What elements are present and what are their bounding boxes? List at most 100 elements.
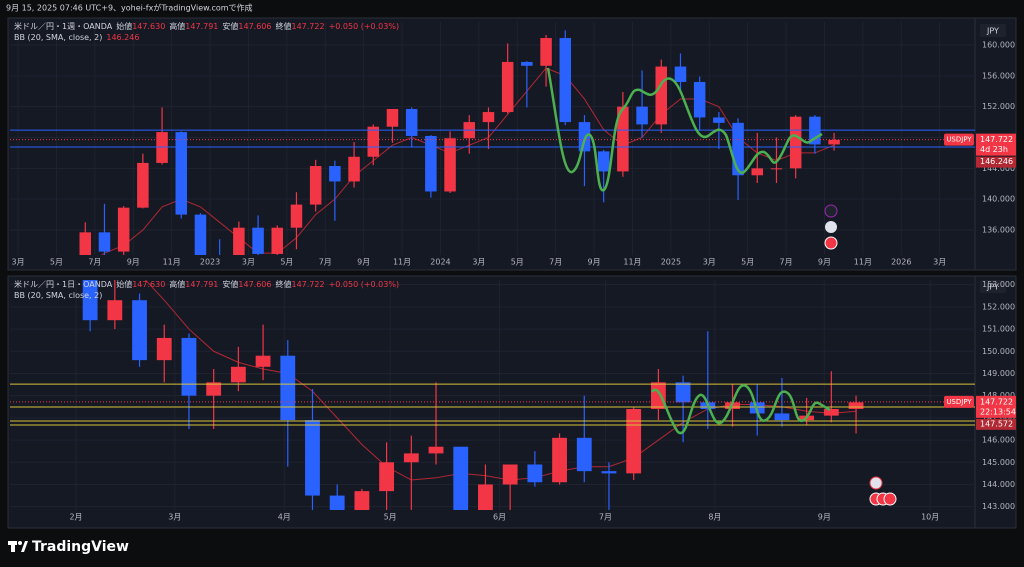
ohlc-value: 147.606: [238, 22, 271, 31]
symbol: 米ドル／円・1週・OANDA: [14, 21, 113, 31]
y-tick-label: 160.000: [982, 40, 1015, 49]
candle-body: [290, 204, 303, 228]
candle-body: [98, 232, 111, 252]
candle-body: [655, 66, 668, 125]
indicator-tag: 147.572: [980, 419, 1013, 428]
candle-body: [444, 138, 456, 192]
y-tick-label: 144.000: [982, 164, 1015, 173]
symbol-tag: USDJPY: [946, 398, 972, 406]
candle-body: [650, 382, 666, 409]
candle-body: [502, 464, 518, 485]
x-tick-label: 2025: [661, 258, 681, 267]
candle-body: [478, 484, 493, 510]
x-tick-label: 5月: [50, 258, 63, 267]
candle-body: [79, 232, 92, 255]
x-tick-label: 2月: [69, 513, 82, 522]
candle-body: [206, 382, 222, 396]
event-icon[interactable]: [869, 476, 883, 490]
x-tick-label: 9月: [588, 258, 601, 267]
symbol-tag-bg: [944, 133, 974, 146]
change: +0.050 (+0.03%): [329, 280, 400, 289]
x-tick-label: 5月: [511, 258, 524, 267]
ohlc-name: 高値: [169, 279, 185, 289]
candle-body: [329, 495, 345, 510]
y-tick-label: 149.000: [982, 369, 1015, 378]
y-tick-label: 156.000: [982, 71, 1015, 80]
event-icon[interactable]: [883, 492, 897, 506]
y-tick-label: 153.000: [982, 280, 1015, 289]
y-tick-label: 152.000: [982, 102, 1015, 111]
x-tick-label: 5月: [741, 258, 754, 267]
svg-text:JPY: JPY: [986, 283, 999, 292]
ohlc-value: 147.606: [238, 280, 271, 289]
x-tick-label: 3月: [933, 258, 946, 267]
x-tick-label: 3月: [472, 258, 485, 267]
x-tick-label: 11月: [393, 258, 411, 267]
x-tick-label: 7月: [88, 258, 101, 267]
candle-body: [601, 471, 617, 474]
x-tick-label: 7月: [549, 258, 562, 267]
x-tick-label: 10月: [921, 513, 939, 522]
x-tick-label: 11月: [854, 258, 872, 267]
candle-body: [693, 81, 706, 118]
legend: BB (20, SMA, close, 2) 146.246: [14, 33, 139, 42]
candle-body: [309, 166, 322, 205]
y-tick-label: 152.000: [982, 302, 1015, 311]
ohlc-value: 147.722: [291, 280, 324, 289]
currency-badge: [980, 280, 1006, 293]
ohlc-name: 始値: [116, 21, 132, 31]
candle-body: [305, 420, 320, 496]
drawing: [546, 67, 823, 192]
candle-body: [823, 408, 839, 416]
candle-body: [521, 61, 533, 66]
candle-body: [774, 413, 790, 421]
plot: [10, 22, 975, 255]
candle-body: [132, 300, 147, 361]
x-tick-label: 3月: [703, 258, 716, 267]
candle-body: [175, 132, 188, 215]
candle-body: [789, 116, 802, 169]
candle-body: [230, 366, 246, 383]
x-tick-label: 7月: [599, 513, 612, 522]
x-tick-label: 2023: [200, 258, 220, 267]
x-tick-label: 3月: [12, 258, 25, 267]
caption: 9月 15, 2025 07:46 UTC+9、yohei-fxがTrading…: [6, 3, 253, 13]
ohlc-name: 安値: [222, 279, 238, 289]
event-icon[interactable]: [824, 204, 838, 218]
candle-body: [329, 166, 341, 182]
candle-body: [501, 61, 514, 113]
candle-body: [82, 280, 98, 321]
candle-body: [576, 437, 592, 472]
candle-body: [552, 437, 567, 483]
candle-body: [271, 227, 284, 254]
event-icon[interactable]: [825, 221, 837, 233]
candle-body: [280, 355, 296, 421]
indicator: BB (20, SMA, close, 2): [14, 33, 102, 42]
candle-body: [156, 337, 172, 361]
indicator-value: 146.246: [106, 33, 139, 42]
candle-body: [527, 464, 543, 483]
candle-body: [403, 453, 419, 463]
x-tick-label: 2024: [430, 258, 450, 267]
candle-body: [636, 106, 648, 125]
ohlc-name: 始値: [116, 279, 132, 289]
indicator: BB (20, SMA, close, 2): [14, 291, 102, 300]
price-tag: 147.722: [980, 397, 1013, 406]
change: +0.050 (+0.03%): [329, 22, 400, 31]
candle-body: [405, 108, 418, 136]
event-icon[interactable]: [824, 236, 838, 250]
ohlc-name: 終値: [275, 21, 291, 31]
candle-body: [770, 168, 783, 170]
candle-body: [626, 408, 642, 474]
candle-body: [255, 355, 271, 367]
ohlc-value: 147.791: [185, 280, 218, 289]
candle-body: [597, 151, 610, 172]
y-tick-label: 147.000: [982, 413, 1015, 422]
logo-text: TradingView: [32, 539, 129, 555]
candle-body: [181, 337, 197, 396]
svg-text:JPY: JPY: [986, 27, 999, 36]
indicator-tag-bg: [976, 156, 1016, 168]
candle-body: [425, 135, 437, 192]
x-tick-label: 9月: [818, 513, 831, 522]
x-tick-label: 5月: [280, 258, 293, 267]
